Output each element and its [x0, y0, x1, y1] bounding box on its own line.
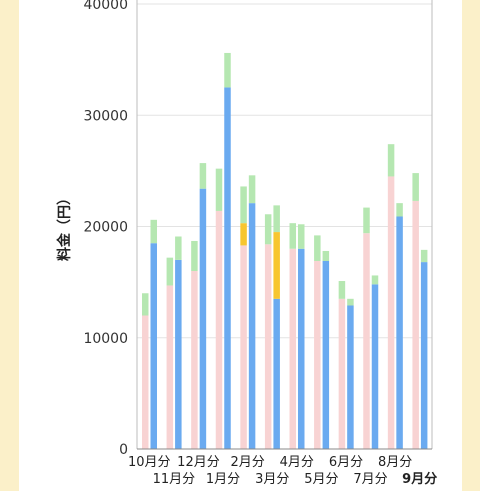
bar-green-segment [371, 275, 379, 285]
y-tick-label: 20000 [83, 220, 128, 236]
bar-pink-base [264, 244, 272, 449]
bar-green-segment [199, 163, 207, 189]
bar-pink-base [215, 210, 223, 449]
bar-green-segment [166, 257, 174, 286]
bar-blue-base [371, 284, 379, 449]
y-tick-label: 30000 [83, 108, 128, 124]
x-tick-label: 6月分 [329, 455, 363, 470]
x-tick-label: 2月分 [230, 455, 264, 470]
bar-blue-base [420, 262, 428, 449]
bar-blue-base [396, 216, 403, 449]
x-tick-label: 11月分 [153, 472, 196, 487]
bar-green-segment [298, 224, 305, 249]
bar-green-segment [420, 249, 428, 263]
bar-yellow-segment [240, 223, 247, 246]
bar-pink-base [142, 315, 149, 449]
bar-green-segment [396, 203, 403, 217]
bar-green-segment [363, 207, 370, 234]
y-tick-label: 10000 [83, 331, 128, 347]
bar-layer [142, 52, 428, 450]
bar-green-segment [314, 235, 321, 261]
bar-pink-base [363, 233, 370, 449]
bar-green-segment [191, 240, 198, 271]
bar-blue-base [224, 87, 231, 449]
bar-green-segment [387, 144, 395, 177]
x-tick-label: 1月分 [206, 472, 240, 487]
bar-green-segment [150, 219, 157, 244]
bar-pink-base [387, 176, 395, 449]
bar-pink-base [338, 298, 346, 449]
bar-green-segment [264, 214, 272, 245]
x-tick-label: 7月分 [353, 472, 387, 487]
bar-green-segment [248, 175, 256, 204]
bar-blue-base [199, 188, 207, 450]
bar-green-segment [175, 236, 182, 260]
x-tick-label: 3月分 [255, 472, 289, 487]
bar-blue-base [273, 298, 280, 449]
x-tick-label: 8月分 [378, 455, 412, 470]
bar-pink-base [191, 271, 198, 449]
bar-green-segment [338, 281, 346, 299]
bar-green-segment [215, 168, 223, 211]
bar-green-segment [322, 250, 330, 261]
x-tick-label: 12月分 [177, 455, 220, 470]
x-tick-label: 9月分 [402, 471, 437, 487]
bar-pink-base [314, 260, 321, 449]
y-tick-label: 0 [119, 442, 128, 458]
y-axis-label: 料金（円） [56, 191, 73, 261]
bar-green-segment [240, 186, 247, 224]
bar-pink-base [240, 245, 247, 449]
bar-blue-base [322, 260, 330, 449]
bar-green-segment [412, 173, 419, 201]
bar-blue-base [347, 305, 354, 449]
bar-green-segment [347, 298, 354, 306]
x-tick-label: 10月分 [128, 455, 171, 470]
bar-green-segment [142, 293, 149, 316]
bar-blue-base [150, 243, 157, 449]
bar-pink-base [412, 200, 419, 449]
bar-blue-base [175, 259, 182, 449]
bar-blue-base [298, 248, 305, 449]
bar-green-segment [273, 205, 280, 233]
y-tick-label: 40000 [83, 0, 128, 13]
bar-blue-base [248, 203, 256, 449]
grid-layer [137, 3, 432, 339]
bar-yellow-segment [273, 232, 280, 299]
x-tick-label: 5月分 [304, 472, 338, 487]
axis-layer: 0 10000 20000 30000 40000 10月分 11月分 12月分 1月分 2月分 3… [83, 0, 437, 487]
x-tick-label: 4月分 [280, 455, 314, 470]
bar-green-segment [224, 52, 231, 88]
bar-green-segment [289, 223, 296, 249]
bar-pink-base [289, 248, 296, 449]
bar-pink-base [166, 285, 174, 449]
